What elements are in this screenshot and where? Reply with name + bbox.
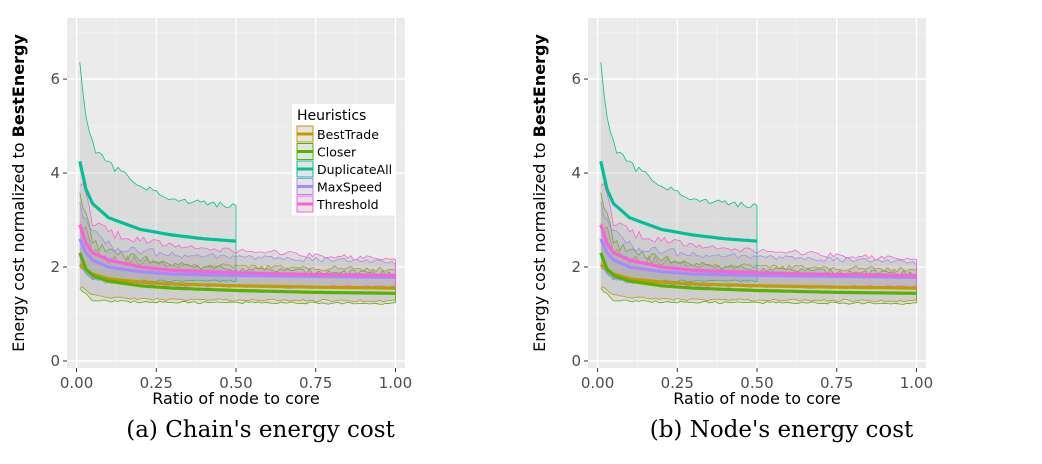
mean-line-threshold	[599, 224, 917, 277]
chart-panel-b: 0.00 0.25 0.50 0.75 1.00 0 2 4 6 Ratio of node to…	[521, 0, 1042, 464]
upper-bound-besttrade	[600, 223, 917, 273]
mean-line-besttrade	[599, 263, 917, 290]
chart-b-svg: 0.00 0.25 0.50 0.75 1.00 0 2 4 6 Ratio of node to…	[530, 18, 933, 408]
ribbon-threshold	[600, 183, 917, 288]
lower-bound-besttrade	[600, 286, 917, 303]
y-tick-label: 0	[50, 352, 60, 370]
mean-line-duplicateall	[599, 160, 758, 243]
lower-bound-besttrade	[79, 286, 396, 303]
lower-bound-closer	[79, 288, 396, 305]
x-axis-label: Ratio of node to core	[152, 389, 320, 408]
x-tick-label: 0.50	[740, 374, 773, 392]
ribbon-threshold	[79, 183, 396, 288]
x-tick-label: 0.50	[219, 374, 252, 392]
mean-line-besttrade	[78, 263, 396, 290]
chart-a-svg: 0.00 0.25 0.50 0.75 1.00 0 2 4 6 Ratio of node to…	[9, 18, 412, 408]
x-tick-label: 1.00	[900, 374, 933, 392]
upper-bound-besttrade	[79, 223, 396, 273]
y-tick-label: 4	[571, 164, 581, 182]
legend-label-duplicateall: DuplicateAll	[317, 162, 392, 177]
legend-label-closer: Closer	[317, 145, 357, 160]
x-tick-label: 0.75	[820, 374, 853, 392]
y-tick-label: 0	[571, 352, 581, 370]
legend: Heuristics BestTrade Closer DuplicateAll Max…	[292, 104, 396, 216]
x-tick-label: 1.00	[379, 374, 412, 392]
x-axis-label: Ratio of node to core	[673, 389, 841, 408]
legend-label-threshold: Threshold	[316, 197, 379, 212]
y-tick-label: 2	[571, 258, 581, 276]
x-tick-label: 0.75	[299, 374, 332, 392]
upper-bound-threshold	[79, 182, 396, 261]
legend-label-maxspeed: MaxSpeed	[317, 180, 382, 195]
x-tick-label: 0.25	[661, 374, 694, 392]
y-tick-label: 4	[50, 164, 60, 182]
upper-bound-maxspeed	[79, 201, 396, 266]
y-tick-label: 6	[50, 70, 60, 88]
upper-bound-duplicateall	[79, 62, 237, 208]
y-tick-label: 2	[50, 258, 60, 276]
y-tick-label: 6	[571, 70, 581, 88]
ribbon-duplicateall	[600, 62, 757, 283]
lower-bound-closer	[600, 288, 917, 305]
ribbon-duplicateall	[79, 62, 236, 283]
mean-line-threshold	[78, 224, 396, 277]
mean-line-maxspeed	[599, 238, 917, 279]
caption-a: (a) Chain's energy cost	[126, 417, 395, 443]
mean-line-duplicateall	[78, 160, 237, 243]
legend-title: Heuristics	[297, 108, 366, 124]
y-axis-label: Energy cost normalized to BestEnergy	[530, 34, 549, 352]
upper-bound-maxspeed	[600, 201, 917, 266]
mean-line-closer	[78, 252, 396, 295]
legend-label-besttrade: BestTrade	[317, 127, 379, 142]
caption-b: (b) Node's energy cost	[649, 417, 914, 443]
upper-bound-threshold	[600, 182, 917, 261]
x-tick-label: 0.00	[60, 374, 93, 392]
chart-panel-a: 0.00 0.25 0.50 0.75 1.00 0 2 4 6 Ratio of node to…	[9, 18, 412, 443]
x-tick-label: 0.25	[140, 374, 173, 392]
mean-line-maxspeed	[78, 238, 396, 279]
mean-line-closer	[599, 252, 917, 295]
x-tick-label: 0.00	[581, 374, 614, 392]
upper-bound-duplicateall	[600, 62, 758, 208]
y-axis-label: Energy cost normalized to BestEnergy	[9, 34, 28, 352]
